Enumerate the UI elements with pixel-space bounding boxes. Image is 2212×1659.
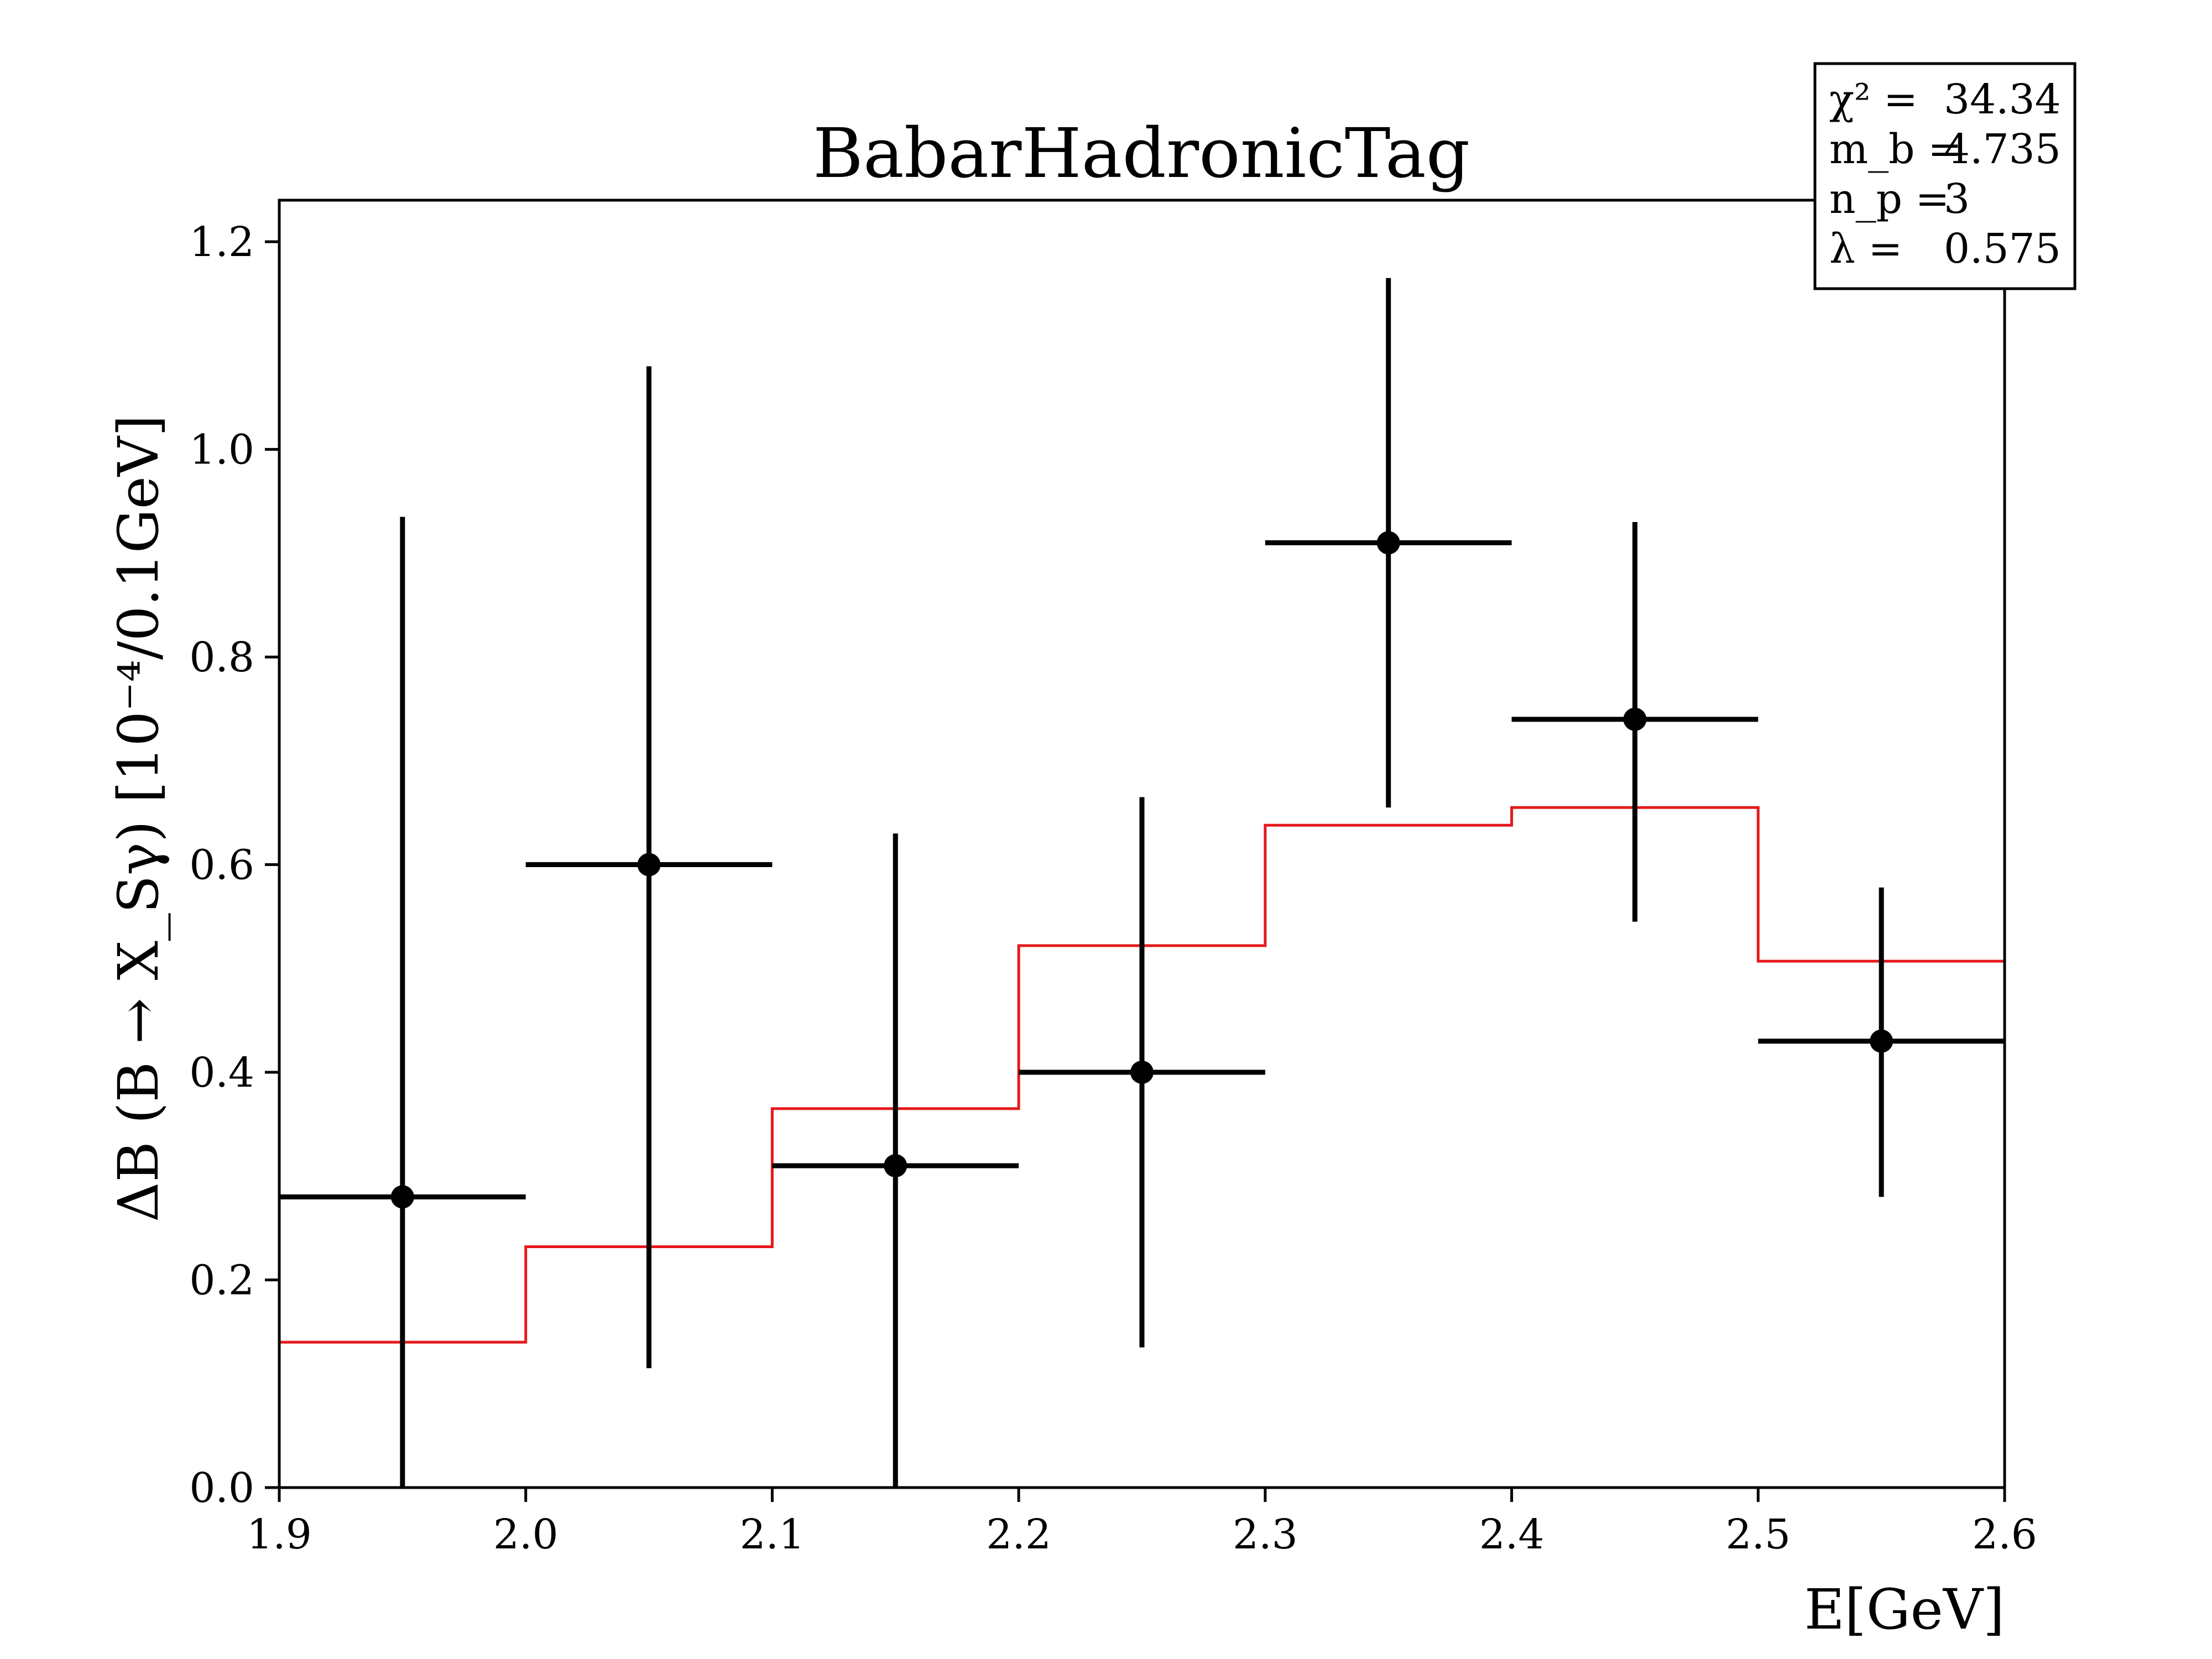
y-tick-label: 1.2 xyxy=(189,218,254,266)
data-point-group xyxy=(279,517,526,1488)
y-tick-label: 0.8 xyxy=(189,634,254,681)
y-tick-label: 0.6 xyxy=(189,842,254,889)
x-tick-label: 2.2 xyxy=(986,1511,1051,1558)
stats-lambda-label: λ = xyxy=(1829,225,1902,273)
x-tick-label: 1.9 xyxy=(247,1511,312,1558)
x-tick-label: 2.6 xyxy=(1972,1511,2037,1558)
data-point xyxy=(1623,707,1647,731)
data-point xyxy=(637,853,661,877)
stats-box: χ² = 34.34 m_b = 4.735 n_p = 3 λ = 0.575 xyxy=(1813,62,2077,290)
stats-chi2-value: 34.34 xyxy=(1944,76,2061,123)
y-axis-label: ΔB (B → X_Sγ) [10⁻⁴/0.1GeV] xyxy=(106,415,171,1222)
data-point xyxy=(390,1185,414,1209)
chart-title: BabarHadronicTag xyxy=(813,114,1470,194)
data-point-group xyxy=(1265,278,1512,808)
x-tick-label: 2.4 xyxy=(1479,1511,1545,1558)
y-tick-label: 0.0 xyxy=(189,1464,254,1512)
stats-box-frame xyxy=(1813,62,2077,290)
data-point xyxy=(1376,531,1400,555)
data-point-group xyxy=(1511,522,1759,922)
y-tick-label: 0.4 xyxy=(189,1049,254,1097)
y-tick-label: 1.0 xyxy=(189,426,254,474)
plot-frame xyxy=(278,199,2006,1489)
data-point xyxy=(1130,1061,1154,1084)
x-axis-label: E[GeV] xyxy=(1804,1577,2005,1642)
data-point xyxy=(1870,1029,1893,1053)
stats-chi2-label: χ² = xyxy=(1829,76,1918,123)
stats-lambda-value: 0.575 xyxy=(1944,225,2061,273)
x-tick-label: 2.3 xyxy=(1233,1511,1298,1558)
x-tick-label: 2.1 xyxy=(740,1511,805,1558)
x-tick-label: 2.5 xyxy=(1725,1511,1791,1558)
stats-mb-value: 4.735 xyxy=(1944,126,2061,173)
data-point-group xyxy=(1758,887,2005,1197)
x-tick-label: 2.0 xyxy=(493,1511,559,1558)
data-point-group xyxy=(772,833,1019,1488)
data-point-group xyxy=(525,366,773,1369)
data-point-group xyxy=(1019,797,1265,1348)
ticks-layer: 1.9 2.0 2.1 2.2 2.3 2.4 2.5 2.6 0.0 0.2 0.4 0.6 0.8 1… xyxy=(189,218,2037,1558)
marks-layer xyxy=(279,278,2005,1488)
y-tick-label: 0.2 xyxy=(189,1257,254,1305)
stats-np-value: 3 xyxy=(1944,175,1970,223)
data-point xyxy=(884,1154,907,1177)
stats-mb-label: m_b = xyxy=(1829,126,1962,173)
stats-np-label: n_p = xyxy=(1829,175,1950,223)
